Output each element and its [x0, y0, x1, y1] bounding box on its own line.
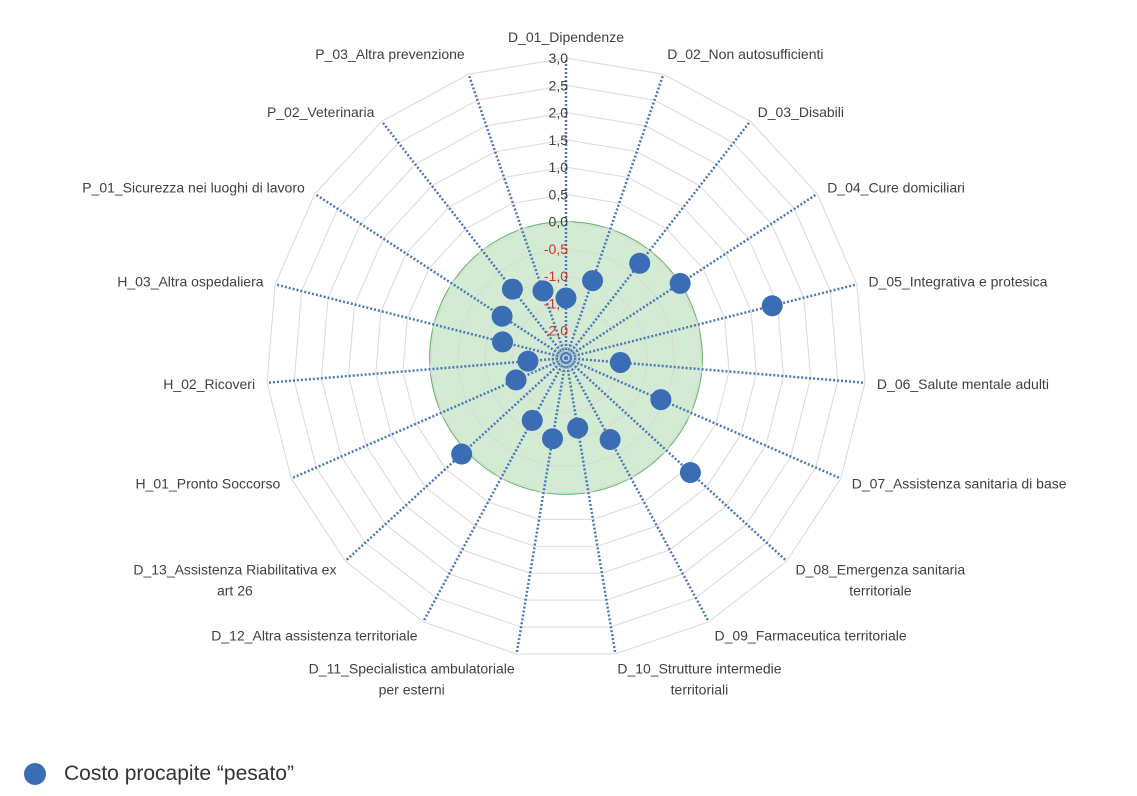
axis-label: D_11_Specialistica ambulatoriale per este…	[309, 661, 515, 698]
axis-label: H_02_Ricoveri	[163, 376, 255, 392]
tick-label: 1,0	[549, 159, 569, 175]
center-ring	[562, 354, 570, 362]
axis-label: D_04_Cure domiciliari	[827, 179, 965, 195]
tick-label: 1,5	[549, 132, 569, 148]
axis-line	[274, 283, 567, 360]
data-point	[761, 295, 783, 317]
tick-label: 0,0	[549, 214, 569, 230]
grid-ring	[293, 84, 839, 628]
axis-label: D_03_Disabili	[758, 104, 844, 120]
axis-line	[564, 357, 710, 623]
axis-label: D_02_Non autosufficienti	[667, 46, 823, 62]
data-point	[491, 305, 513, 327]
grid-ring	[266, 57, 866, 655]
grid-ring	[456, 248, 676, 467]
axis-label: D_10_Strutture intermedie territoriali	[617, 661, 781, 698]
center-ring	[558, 350, 574, 366]
axis-line	[314, 192, 567, 360]
axis-line	[467, 73, 568, 359]
axis-label: P_01_Sicurezza nei luoghi di lavoro	[82, 179, 305, 195]
data-point	[650, 389, 672, 411]
data-point	[542, 428, 564, 450]
data-point	[609, 352, 631, 374]
axis-line	[380, 120, 567, 359]
data-point	[505, 369, 527, 391]
axis-label: H_01_Pronto Soccorso	[136, 475, 281, 491]
axis-label: D_12_Altra assistenza territoriale	[211, 627, 417, 643]
axis-line	[564, 357, 617, 655]
tick-label: 3,0	[549, 50, 569, 66]
axis-line	[422, 357, 568, 623]
tick-label: 2,0	[549, 105, 569, 121]
axis-line	[565, 356, 842, 480]
data-point	[679, 462, 701, 484]
data-point	[451, 443, 473, 465]
axis-line	[266, 356, 567, 385]
data-point	[501, 278, 523, 300]
data-point	[517, 350, 539, 372]
axis-label: D_07_Assistenza sanitaria di base	[852, 475, 1067, 491]
radar-chart: 3,02,52,01,51,00,50,0-0,5-1,0-1,5-2,0D_0…	[82, 29, 1067, 698]
data-point	[582, 270, 604, 292]
data-point	[669, 272, 691, 294]
axis-line	[565, 357, 788, 563]
axis-label: D_13_Assistenza Riabilitativa ex art 26	[133, 561, 336, 598]
center-ring	[555, 347, 577, 369]
axis-line	[564, 73, 665, 359]
data-point	[532, 280, 554, 302]
data-point	[567, 417, 589, 439]
legend-label: Costo procapite “pesato”	[64, 762, 294, 785]
data-point	[492, 331, 514, 353]
data-point	[555, 287, 577, 309]
grid-ring	[348, 139, 784, 574]
legend-marker	[24, 763, 46, 785]
axis-line	[565, 192, 818, 360]
data-point	[521, 409, 543, 431]
grid-ring	[320, 112, 812, 601]
axis-label: P_02_Veterinaria	[267, 104, 375, 120]
axis-label: D_06_Salute mentale adulti	[877, 376, 1049, 392]
grid-ring	[402, 193, 730, 520]
legend: Costo procapite “pesato”	[24, 762, 294, 786]
axis-label: D_01_Dipendenze	[508, 29, 624, 45]
tick-label: -2,0	[544, 323, 568, 339]
tick-label: 2,5	[549, 77, 569, 93]
axis-line	[565, 283, 858, 360]
data-point	[629, 252, 651, 274]
axis-line	[515, 357, 568, 655]
axis-label: D_09_Farmaceutica territoriale	[714, 627, 906, 643]
tick-label: -1,0	[544, 268, 568, 284]
tick-label: -0,5	[544, 241, 568, 257]
axis-line	[565, 120, 752, 359]
axis-label: P_03_Altra prevenzione	[315, 46, 465, 62]
grid-ring	[538, 330, 594, 386]
axis-label: D_05_Integrativa e protesica	[868, 273, 1047, 289]
tick-label: 0,5	[549, 186, 569, 202]
grid-ring	[375, 166, 757, 547]
axis-label: H_03_Altra ospedaliera	[117, 273, 264, 289]
grid-ring	[511, 302, 621, 413]
axis-label: D_08_Emergenza sanitaria territoriale	[796, 561, 966, 598]
data-point	[599, 429, 621, 451]
